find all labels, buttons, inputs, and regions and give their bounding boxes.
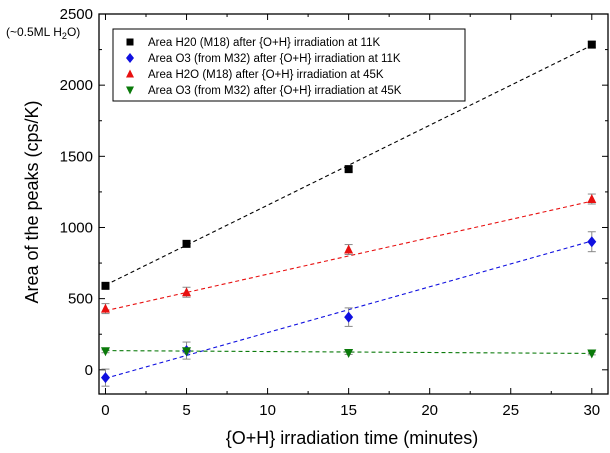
data-point (587, 236, 597, 248)
legend-marker (126, 86, 134, 95)
data-point (344, 311, 354, 323)
data-point (344, 349, 354, 359)
y-axis-title: Area of the peaks (cps/K) (22, 100, 42, 303)
y-tick-label: 500 (68, 291, 93, 308)
legend-marker (126, 69, 134, 78)
data-marks (100, 40, 597, 387)
plot-frame (98, 13, 609, 395)
data-point (100, 347, 110, 357)
tick-labels: 0 5 10 15 20 25 30 0 500 1000 1500 2000 2500 (60, 6, 601, 419)
y-tick-label: 1500 (60, 148, 93, 165)
fit-line (105, 200, 592, 312)
y-tick-label: 2500 (60, 6, 93, 23)
data-point (587, 40, 596, 49)
x-tick-label: 5 (182, 402, 190, 419)
data-point (344, 165, 353, 174)
legend-marker (126, 53, 134, 63)
x-tick-label: 30 (583, 402, 600, 419)
y-tick-label: 2000 (60, 77, 93, 94)
data-point (100, 372, 110, 384)
x-tick-label: 25 (502, 402, 519, 419)
legend-label: Area H20 (M18) after {O+H} irradiation a… (148, 37, 380, 49)
fit-line (105, 44, 593, 286)
legend: Area H20 (M18) after {O+H} irradiation a… (112, 28, 466, 102)
x-tick-label: 10 (259, 402, 276, 419)
plot-axes (98, 13, 609, 395)
legend-label: Area O3 (from M32) after {O+H} irradiati… (148, 85, 402, 97)
x-tick-label: 15 (340, 402, 357, 419)
data-point (101, 281, 110, 290)
data-point (344, 244, 354, 254)
legend-box (112, 28, 466, 102)
y-tick-label: 0 (85, 362, 93, 379)
data-point (182, 347, 192, 357)
corner-note: (~0.5ML H2O) (6, 25, 80, 41)
x-tick-label: 0 (101, 402, 109, 419)
data-point (587, 349, 597, 359)
legend-label: Area H2O (M18) after {O+H} irradiation a… (148, 69, 384, 81)
x-axis-title: {O+H} irradiation time (minutes) (226, 428, 479, 448)
legend-label: Area O3 (from M32) after {O+H} irradiati… (148, 53, 401, 65)
data-point (182, 287, 192, 297)
data-point (100, 303, 110, 313)
y-tick-label: 1000 (60, 219, 93, 236)
legend-marker (126, 38, 134, 46)
data-point (587, 194, 597, 204)
data-point (182, 239, 191, 248)
x-tick-label: 20 (421, 402, 438, 419)
